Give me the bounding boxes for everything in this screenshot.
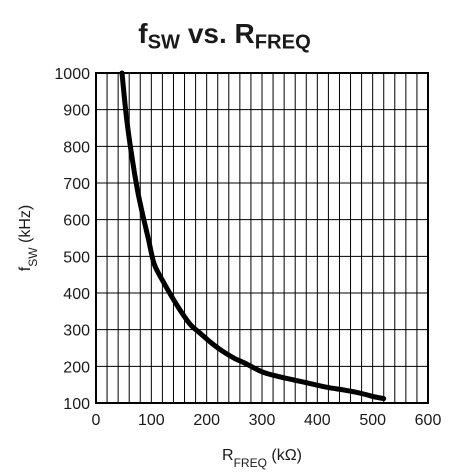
y-tick-label: 500 [63, 249, 90, 266]
chart-title-main: f [138, 18, 148, 49]
y-axis-title-main: f [17, 266, 34, 271]
y-tick-label: 900 [63, 103, 90, 120]
x-axis-title-unit: (kΩ) [267, 447, 302, 464]
series-line [119, 70, 387, 402]
x-tick-label: 600 [415, 412, 442, 429]
chart-title: fSW vs. RFREQ [0, 18, 449, 55]
y-tick-labels: 100 200 300 400 500 600 700 800 900 1000 [54, 66, 90, 413]
x-tick-labels: 0 100 200 300 400 500 600 [92, 412, 442, 429]
plot-frame [95, 72, 429, 404]
y-tick-label: 700 [63, 176, 90, 193]
x-tick-label: 400 [304, 412, 331, 429]
x-tick-label: 200 [193, 412, 220, 429]
x-tick-label: 300 [249, 412, 276, 429]
chart-title-mid-subscript: FREQ [254, 31, 311, 54]
y-axis-title-subscript: SW [26, 247, 40, 267]
x-tick-label: 0 [92, 412, 101, 429]
x-axis-title: RFREQ (kΩ) [222, 447, 302, 470]
y-axis-title-unit: (kHz) [17, 205, 34, 248]
x-axis-title-subscript: FREQ [234, 456, 267, 470]
y-tick-label: 300 [63, 323, 90, 340]
y-tick-label: 200 [63, 359, 90, 376]
chart-title-mid: vs. R [180, 18, 255, 49]
chart-title-main-subscript: SW [147, 31, 181, 54]
x-axis-title-main: R [222, 447, 234, 464]
y-tick-label: 600 [63, 213, 90, 230]
y-tick-label: 1000 [54, 66, 90, 83]
y-axis-title: fSW (kHz) [17, 205, 40, 271]
x-tick-label: 500 [359, 412, 386, 429]
y-tick-label: 100 [63, 396, 90, 413]
x-tick-label: 100 [138, 412, 165, 429]
y-tick-label: 400 [63, 286, 90, 303]
y-tick-label: 800 [63, 139, 90, 156]
